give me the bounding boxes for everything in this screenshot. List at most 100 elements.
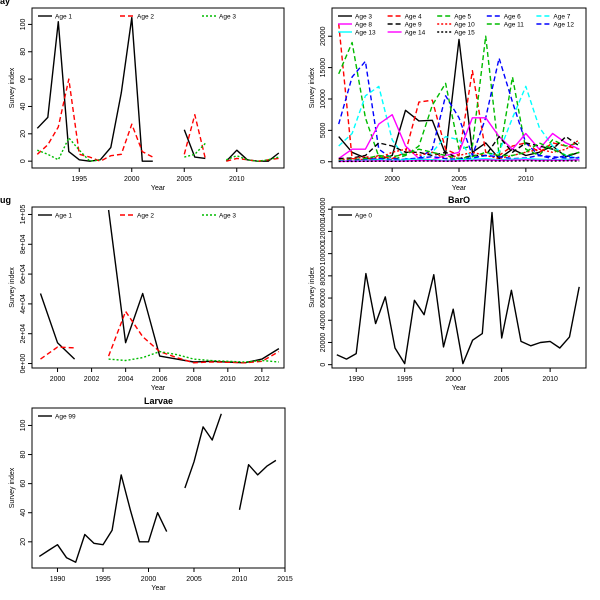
x-tick-label: 2000 <box>445 376 461 383</box>
y-tick-label: 100000 <box>320 242 327 265</box>
series-line-age-2 <box>36 78 154 162</box>
series-line-age-99 <box>238 459 277 510</box>
plot-frame <box>331 206 587 369</box>
y-tick-label: 40 <box>20 509 27 517</box>
y-tick-label: 80000 <box>320 266 327 286</box>
y-tick-label: 5000 <box>320 122 327 138</box>
y-tick-label: 40 <box>20 102 27 110</box>
y-tick-label: 2e+04 <box>20 324 27 344</box>
legend-label: Age 9 <box>405 22 422 29</box>
y-axis-label: Survey index <box>9 67 16 108</box>
y-axis-label: Survey index <box>9 467 16 508</box>
y-axis-label: Survey index <box>309 67 316 108</box>
x-tick-label: 2010 <box>232 576 248 583</box>
x-tick-label: 2010 <box>542 376 558 383</box>
x-tick-label: 2005 <box>494 376 510 383</box>
x-axis-label: Year <box>452 185 467 192</box>
legend-label: Age 14 <box>405 30 426 37</box>
legend-label: Age 7 <box>553 14 570 21</box>
y-axis-label: Survey index <box>9 267 16 308</box>
y-tick-label: 4e+04 <box>20 294 27 314</box>
y-tick-label: 100 <box>20 420 27 432</box>
x-axis-label: Year <box>151 585 166 592</box>
x-tick-label: 1990 <box>50 576 66 583</box>
series-line-age-7 <box>338 85 580 161</box>
series-line-age-1 <box>39 293 76 360</box>
series-line-age-2 <box>183 113 206 159</box>
legend-label: Age 1 <box>55 213 72 220</box>
y-tick-label: 40000 <box>320 310 327 330</box>
y-tick-label: 60 <box>20 480 27 488</box>
series-line-age-1 <box>183 129 206 160</box>
plot-frame <box>31 7 285 169</box>
x-tick-label: 2008 <box>186 376 202 383</box>
chart-title: Larvae <box>144 396 173 406</box>
legend-label: Age 8 <box>355 22 372 29</box>
series-line-age-1 <box>107 209 280 364</box>
y-tick-label: 15000 <box>320 58 327 78</box>
x-tick-label: 2004 <box>118 376 134 383</box>
x-tick-label: 2000 <box>384 176 400 183</box>
x-tick-label: 2012 <box>254 376 270 383</box>
legend-label: Age 13 <box>355 30 376 37</box>
chart-panel-1: ay 1995 2000 2005 2010 Year 0 20 40 60 80 100 Survey… <box>0 0 285 192</box>
y-tick-label: 60 <box>20 75 27 83</box>
y-tick-label: 120000 <box>320 220 327 243</box>
legend-label: Age 12 <box>553 22 574 29</box>
legend: Age 1 Age 2 Age 3 <box>38 14 236 21</box>
legend-label: Age 2 <box>137 213 154 220</box>
series-line-age-3 <box>108 350 279 363</box>
legend-label: Age 3 <box>355 14 372 21</box>
legend-label: Age 1 <box>55 14 72 21</box>
series-line-age-0 <box>336 211 580 365</box>
series-line-age-2 <box>107 310 280 364</box>
x-tick-label: 2010 <box>220 376 236 383</box>
y-axis-label: Survey index <box>309 267 316 308</box>
y-tick-label: 60000 <box>320 288 327 308</box>
series-lines <box>36 16 280 162</box>
legend-label: Age 4 <box>405 14 422 21</box>
series-lines <box>39 209 280 364</box>
chart-title: ug <box>0 195 11 205</box>
plot-frame <box>31 407 286 569</box>
series-line-age-3 <box>226 154 279 162</box>
y-tick-label: 20000 <box>320 26 327 46</box>
series-line-age-3 <box>338 38 580 161</box>
series-line-age-13 <box>338 157 580 162</box>
chart-panel-2: 2000 2005 2010 Year 0 5000 10000 15000 20000 Surv… <box>309 7 587 192</box>
x-tick-label: 2010 <box>229 176 245 183</box>
plot-frame <box>31 206 285 369</box>
series-line-age-3 <box>184 142 206 158</box>
legend-label: Age 10 <box>454 22 475 29</box>
y-tick-label: 0 <box>320 363 327 367</box>
x-tick-label: 2006 <box>152 376 168 383</box>
chart-panel-5: Larvae 1990 1995 2000 2005 2010 2015 Year 20 40 60… <box>9 396 293 592</box>
x-tick-label: 2005 <box>176 176 192 183</box>
chart-panel-4: BarO 1990 1995 2000 2005 2010 Year 0 20000 40000 6… <box>309 195 587 392</box>
series-line-age-1 <box>36 16 153 162</box>
series-line-age-99 <box>38 474 168 563</box>
y-tick-label: 80 <box>20 451 27 459</box>
y-tick-label: 20 <box>20 130 27 138</box>
series-line-age-5 <box>338 35 580 161</box>
legend-label: Age 15 <box>454 30 475 37</box>
y-tick-label: 100 <box>20 18 27 30</box>
legend-label: Age 5 <box>454 14 471 21</box>
y-tick-label: 0 <box>20 159 27 163</box>
legend-label: Age 6 <box>504 14 521 21</box>
legend-label: Age 99 <box>55 414 76 421</box>
x-tick-label: 2000 <box>124 176 140 183</box>
y-tick-label: 1e+05 <box>20 205 27 225</box>
x-tick-label: 2002 <box>84 376 100 383</box>
chart-title: BarO <box>448 195 470 205</box>
x-tick-label: 2015 <box>277 576 293 583</box>
series-line-age-99 <box>184 413 222 489</box>
legend-label: Age 3 <box>219 14 236 21</box>
x-tick-label: 2010 <box>518 176 534 183</box>
x-tick-label: 2005 <box>186 576 202 583</box>
y-tick-label: 6e+04 <box>20 264 27 284</box>
series-line-age-15 <box>338 160 580 163</box>
chart-title: ay <box>0 0 10 6</box>
